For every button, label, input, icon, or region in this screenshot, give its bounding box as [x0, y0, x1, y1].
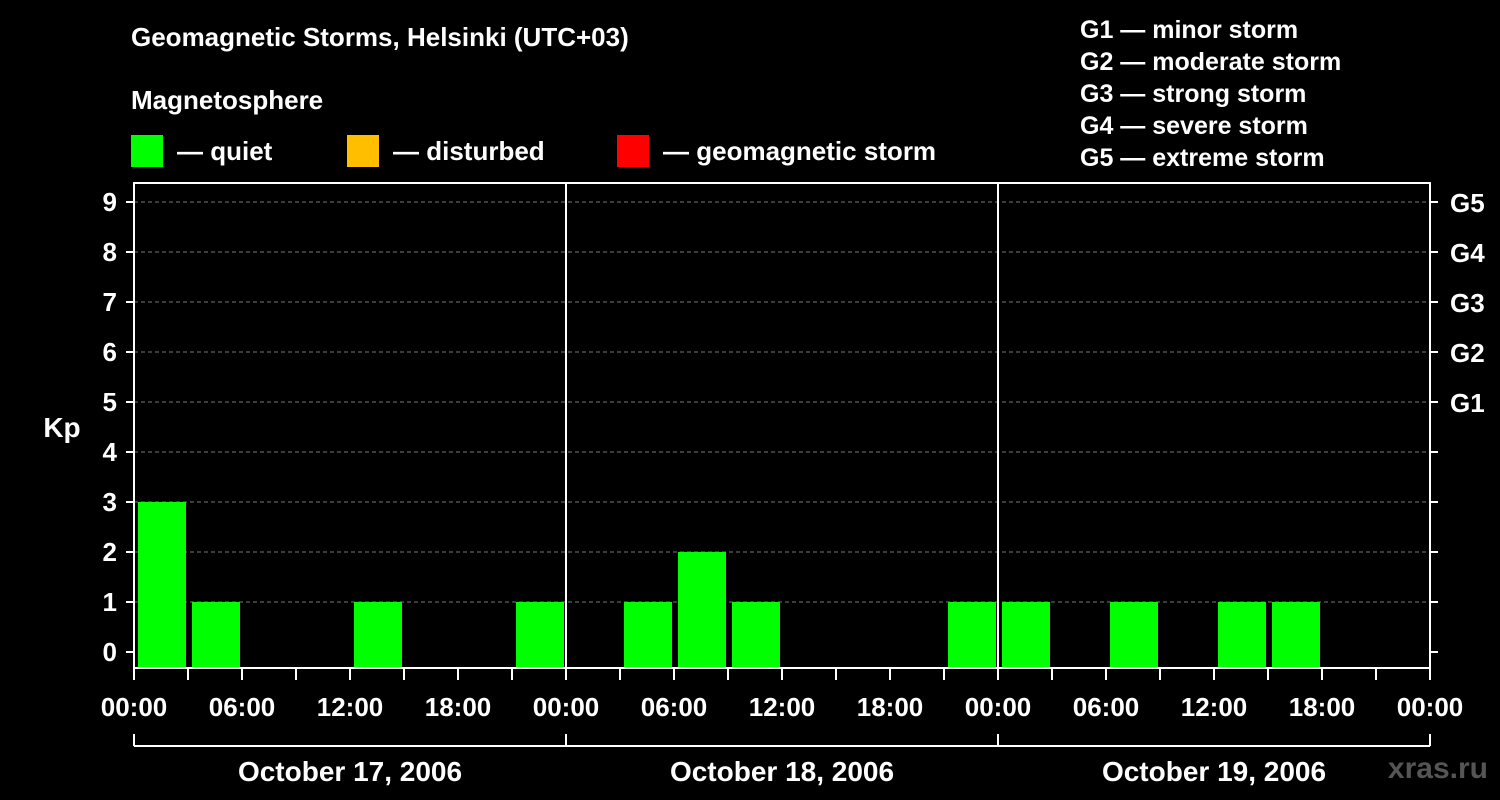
legend-swatch-disturbed [347, 135, 379, 167]
xtick-label-9: 06:00 [1073, 692, 1140, 722]
xtick-label-0: 00:00 [101, 692, 168, 722]
legend-label-disturbed: — disturbed [393, 135, 545, 166]
xtick-label-1: 06:00 [209, 692, 276, 722]
day-label-2: October 19, 2006 [1102, 756, 1326, 787]
ytick-label-2: 2 [103, 537, 117, 567]
scale-item-g1: G1 — minor storm [1080, 16, 1299, 44]
bar-4 [354, 602, 402, 667]
xtick-label-5: 06:00 [641, 692, 708, 722]
bar-18 [1110, 602, 1158, 667]
gscale-label-G4: G4 [1450, 238, 1485, 268]
bar-15 [948, 602, 996, 667]
day-label-0: October 17, 2006 [238, 756, 462, 787]
bar-11 [732, 602, 780, 667]
y-axis-label: Kp [43, 412, 80, 443]
xtick-label-12: 00:00 [1397, 692, 1464, 722]
chart-subtitle: Magnetosphere [131, 85, 324, 115]
ytick-label-8: 8 [103, 237, 117, 267]
legend-item-quiet: — quiet [131, 134, 272, 168]
bar-21 [1272, 602, 1320, 667]
ytick-label-0: 0 [103, 637, 117, 667]
gscale-label-G3: G3 [1450, 288, 1485, 318]
scale-item-g5: G5 — extreme storm [1080, 144, 1325, 172]
ytick-label-4: 4 [103, 437, 118, 467]
gscale-label-G5: G5 [1450, 188, 1485, 218]
bar-9 [624, 602, 672, 667]
plot-frame [133, 182, 1431, 669]
legend-item-disturbed: — disturbed [347, 134, 545, 168]
ytick-label-6: 6 [103, 337, 117, 367]
xtick-label-8: 00:00 [965, 692, 1032, 722]
legend-swatch-quiet [131, 135, 163, 167]
scale-item-g2: G2 — moderate storm [1080, 48, 1342, 76]
bar-7 [516, 602, 564, 667]
legend-item-storm: — geomagnetic storm [617, 134, 936, 168]
legend-label-quiet: — quiet [177, 135, 273, 166]
bar-0 [138, 502, 186, 667]
ytick-label-9: 9 [103, 187, 117, 217]
ytick-label-5: 5 [103, 387, 117, 417]
bar-16 [1002, 602, 1050, 667]
bar-1 [192, 602, 240, 667]
ytick-label-3: 3 [103, 487, 117, 517]
day-label-1: October 18, 2006 [670, 756, 894, 787]
scale-item-g4: G4 — severe storm [1080, 112, 1308, 140]
storm-scale-legend: G1 — minor storm G2 — moderate storm G3 … [1080, 14, 1341, 174]
xtick-label-11: 18:00 [1289, 692, 1356, 722]
xtick-label-6: 12:00 [749, 692, 816, 722]
legend-swatch-storm [617, 135, 649, 167]
bar-10 [678, 552, 726, 667]
xtick-label-2: 12:00 [317, 692, 384, 722]
gscale-label-G1: G1 [1450, 388, 1485, 418]
watermark: xras.ru [1387, 752, 1488, 785]
bar-20 [1218, 602, 1266, 667]
xtick-label-7: 18:00 [857, 692, 924, 722]
ytick-label-1: 1 [103, 587, 117, 617]
gscale-label-G2: G2 [1450, 338, 1485, 368]
chart-title: Geomagnetic Storms, Helsinki (UTC+03) [131, 22, 629, 52]
ytick-label-7: 7 [103, 287, 117, 317]
xtick-label-4: 00:00 [533, 692, 600, 722]
xtick-label-3: 18:00 [425, 692, 492, 722]
legend-label-storm: — geomagnetic storm [663, 135, 937, 166]
scale-item-g3: G3 — strong storm [1080, 80, 1307, 108]
xtick-label-10: 12:00 [1181, 692, 1248, 722]
